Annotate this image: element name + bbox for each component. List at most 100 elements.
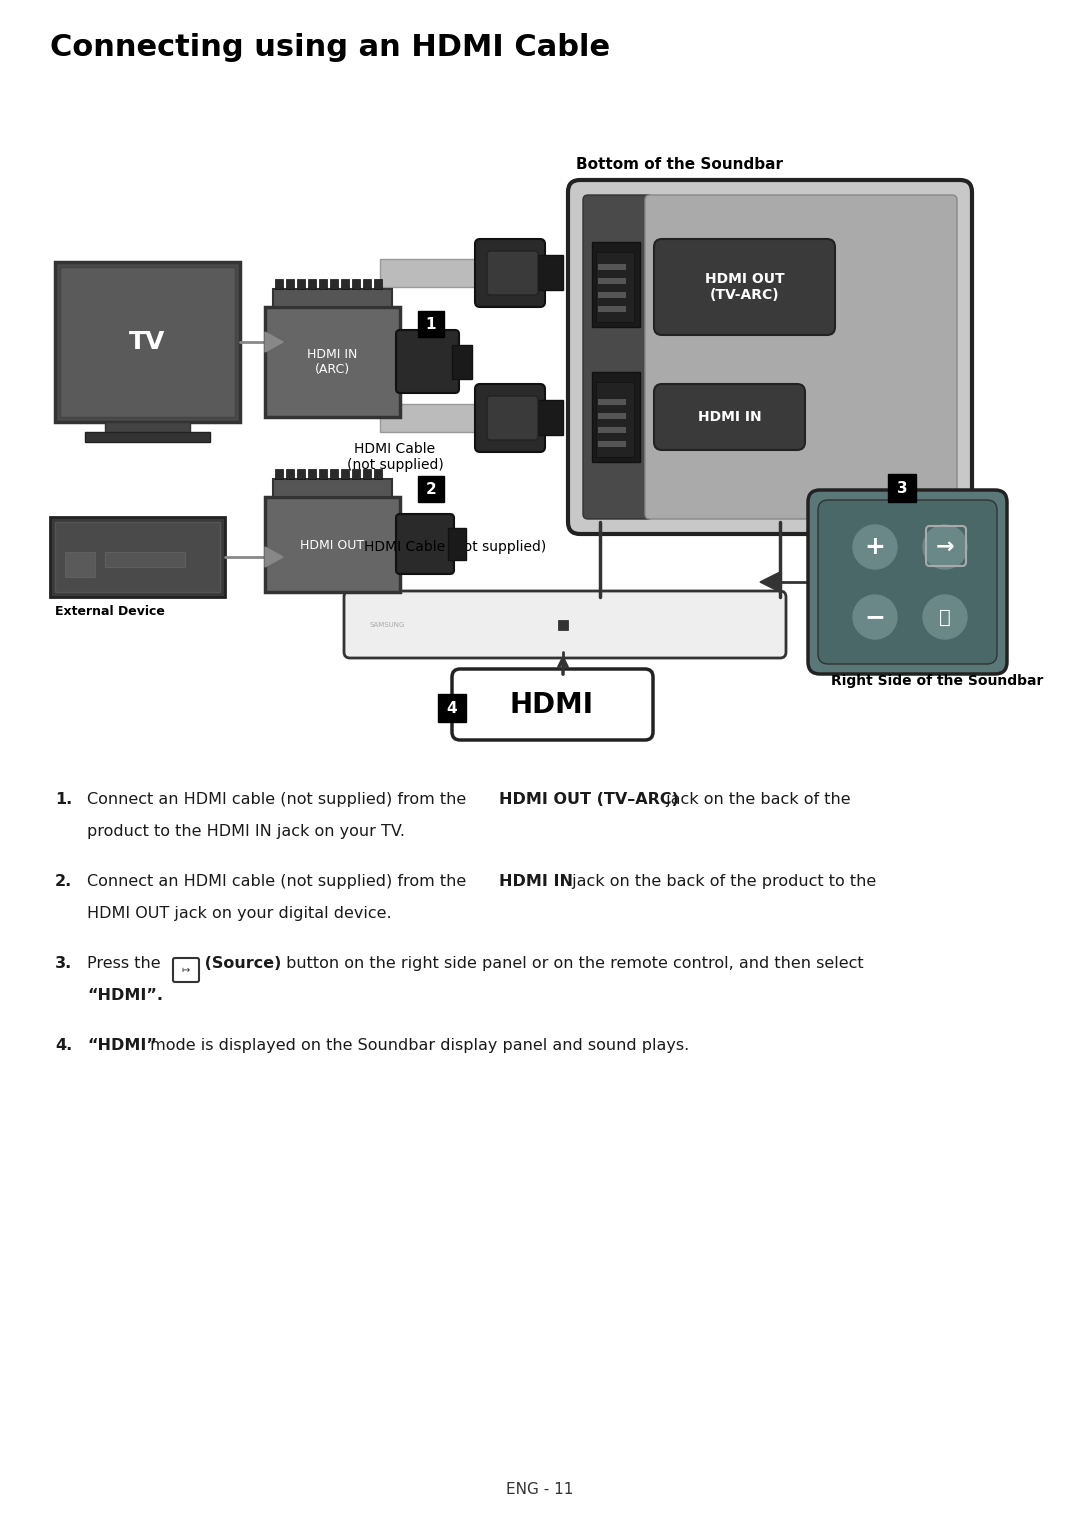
Text: HDMI IN
(ARC): HDMI IN (ARC) — [307, 348, 357, 375]
FancyBboxPatch shape — [475, 239, 545, 306]
Text: HDMI Cable
(not supplied): HDMI Cable (not supplied) — [347, 443, 444, 472]
FancyBboxPatch shape — [654, 385, 805, 450]
Text: HDMI OUT: HDMI OUT — [300, 539, 364, 552]
FancyBboxPatch shape — [475, 385, 545, 452]
Polygon shape — [265, 332, 283, 352]
FancyBboxPatch shape — [645, 195, 957, 519]
Text: +: + — [865, 535, 886, 559]
Bar — [50, 516, 225, 597]
Bar — [308, 279, 316, 290]
Bar — [598, 264, 626, 270]
Bar — [592, 242, 640, 326]
Text: Connecting using an HDMI Cable: Connecting using an HDMI Cable — [50, 34, 610, 61]
Text: 2: 2 — [426, 481, 436, 496]
Bar — [448, 529, 465, 561]
Bar — [598, 306, 626, 313]
Bar — [65, 552, 95, 578]
Bar — [85, 432, 210, 443]
Text: ⏻: ⏻ — [940, 608, 950, 627]
Text: SAMSUNG: SAMSUNG — [370, 622, 405, 628]
Bar — [418, 311, 444, 337]
Bar — [374, 279, 382, 290]
Text: jack on the back of the: jack on the back of the — [661, 792, 851, 807]
Text: Connect an HDMI cable (not supplied) from the: Connect an HDMI cable (not supplied) fro… — [87, 792, 471, 807]
Bar — [592, 372, 640, 463]
Bar — [341, 469, 349, 480]
Bar — [596, 381, 634, 457]
Bar — [330, 279, 338, 290]
Bar — [598, 398, 626, 404]
Text: 4.: 4. — [55, 1039, 72, 1052]
Bar — [380, 259, 555, 286]
Bar — [265, 306, 400, 417]
Text: 2.: 2. — [55, 873, 72, 889]
Text: mode is displayed on the Soundbar display panel and sound plays.: mode is displayed on the Soundbar displa… — [145, 1039, 689, 1052]
Bar — [598, 277, 626, 283]
Text: 4: 4 — [447, 700, 457, 715]
Bar — [273, 480, 392, 496]
Bar — [319, 469, 327, 480]
Polygon shape — [265, 547, 283, 567]
Bar — [105, 421, 190, 434]
Text: HDMI IN: HDMI IN — [499, 873, 573, 889]
Text: 3.: 3. — [55, 956, 72, 971]
Text: (Source): (Source) — [199, 956, 282, 971]
FancyBboxPatch shape — [808, 490, 1007, 674]
Bar — [55, 522, 220, 591]
Text: External Device: External Device — [55, 605, 165, 617]
Bar — [363, 469, 372, 480]
Bar — [286, 279, 294, 290]
Text: Connect an HDMI cable (not supplied) from the: Connect an HDMI cable (not supplied) fro… — [87, 873, 471, 889]
Text: Bottom of the Soundbar: Bottom of the Soundbar — [577, 156, 783, 172]
FancyBboxPatch shape — [487, 395, 538, 440]
Circle shape — [923, 525, 967, 568]
Bar — [319, 279, 327, 290]
Bar — [453, 345, 472, 378]
Bar — [297, 279, 305, 290]
Bar — [363, 279, 372, 290]
Bar — [105, 552, 185, 567]
Text: −: − — [864, 605, 886, 630]
FancyBboxPatch shape — [396, 515, 454, 574]
FancyBboxPatch shape — [568, 179, 972, 535]
Bar — [418, 476, 444, 502]
FancyBboxPatch shape — [583, 195, 653, 519]
Text: 1: 1 — [426, 317, 436, 331]
Bar — [538, 254, 563, 290]
Bar — [596, 251, 634, 322]
Bar — [598, 414, 626, 418]
Text: ENG - 11: ENG - 11 — [507, 1481, 573, 1497]
Text: HDMI OUT
(TV-ARC): HDMI OUT (TV-ARC) — [705, 271, 785, 302]
Bar — [598, 427, 626, 434]
FancyBboxPatch shape — [396, 329, 459, 394]
Text: HDMI OUT (TV–ARC): HDMI OUT (TV–ARC) — [499, 792, 679, 807]
Text: HDMI Cable (not supplied): HDMI Cable (not supplied) — [364, 539, 546, 555]
Text: “HDMI”: “HDMI” — [87, 1039, 157, 1052]
Bar — [598, 441, 626, 447]
Bar — [341, 279, 349, 290]
FancyBboxPatch shape — [654, 239, 835, 336]
Bar — [286, 469, 294, 480]
Bar — [273, 290, 392, 306]
Text: “HDMI”.: “HDMI”. — [87, 988, 163, 1003]
Bar — [297, 469, 305, 480]
Bar — [438, 694, 465, 722]
Bar — [275, 469, 283, 480]
Circle shape — [923, 594, 967, 639]
Text: HDMI: HDMI — [510, 691, 594, 719]
Text: button on the right side panel or on the remote control, and then select: button on the right side panel or on the… — [281, 956, 864, 971]
Bar — [60, 267, 235, 417]
FancyBboxPatch shape — [818, 499, 997, 663]
FancyBboxPatch shape — [487, 251, 538, 296]
Bar — [380, 404, 555, 432]
Bar — [265, 496, 400, 591]
Circle shape — [853, 525, 897, 568]
Text: ↦: ↦ — [181, 965, 190, 974]
Bar — [558, 620, 568, 630]
Text: product to the HDMI IN jack on your TV.: product to the HDMI IN jack on your TV. — [87, 824, 405, 840]
Text: 3: 3 — [896, 481, 907, 495]
Text: HDMI IN: HDMI IN — [698, 411, 761, 424]
Text: TV: TV — [129, 329, 165, 354]
Bar — [352, 279, 360, 290]
FancyBboxPatch shape — [173, 958, 199, 982]
